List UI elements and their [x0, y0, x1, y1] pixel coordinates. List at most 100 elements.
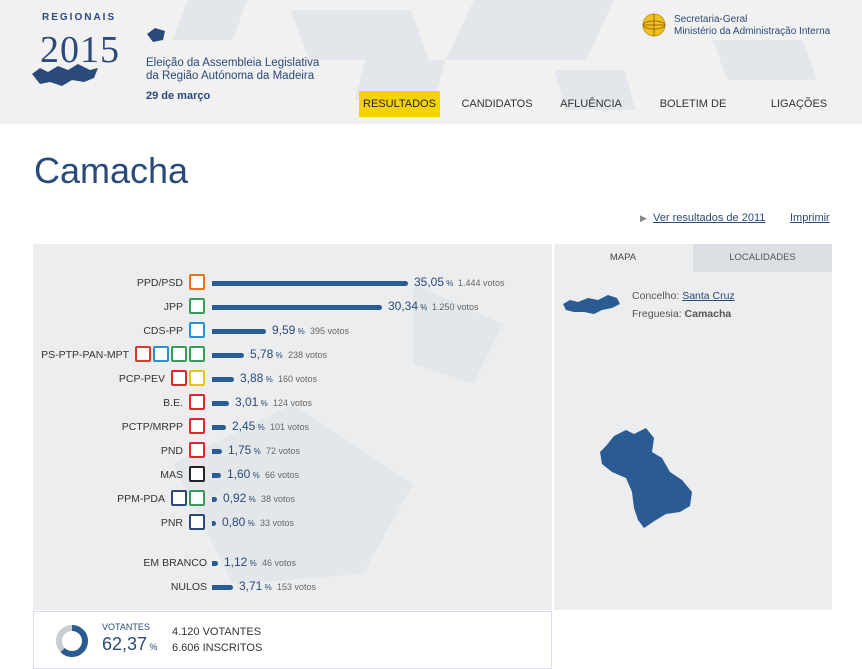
party-logo-icon: [153, 346, 169, 362]
turnout-donut-chart: [56, 625, 88, 657]
party-logos: [187, 466, 205, 484]
result-pct-value: 9,59: [272, 323, 296, 337]
header-decoration: [172, 0, 248, 40]
ministry-line2: Ministério da Administração Interna: [674, 26, 831, 37]
turnout-counts: 4.120 VOTANTES 6.606 INSCRITOS: [172, 624, 262, 656]
party-logos: [187, 394, 205, 412]
concelho-link[interactable]: Santa Cruz: [682, 290, 735, 302]
nav-resultados[interactable]: RESULTADOS: [359, 91, 440, 117]
result-bar: [212, 473, 221, 478]
result-pct-value: 3,71: [239, 579, 263, 593]
party-logos: [187, 442, 205, 460]
result-row: PPD/PSD 35,05 % 1.444 votos: [33, 274, 552, 294]
party-logo-icon: [189, 514, 205, 530]
turnout-pct-value: 62,37: [102, 634, 148, 654]
result-votes: 72 votos: [266, 446, 301, 456]
header-decoration: [446, 0, 614, 60]
party-logo-icon: [189, 322, 205, 338]
result-bar: [212, 561, 218, 566]
election-date: 29 de março: [146, 90, 211, 102]
results-2011-link-wrap: ▶ Ver resultados de 2011: [640, 212, 765, 224]
result-votes: 160 votos: [278, 374, 318, 384]
madeira-island-map-icon: [563, 295, 620, 314]
turnout-donut-arc: [56, 625, 88, 657]
result-bar: [212, 305, 382, 310]
party-logo-icon: [189, 298, 205, 314]
result-bar: [212, 449, 222, 454]
party-name: PPD/PSD: [136, 277, 183, 289]
result-votes: 38 votos: [261, 494, 296, 504]
imprimir-link[interactable]: Imprimir: [790, 212, 830, 224]
tab-localidades[interactable]: LOCALIDADES: [693, 244, 832, 272]
party-logo-icon: [189, 346, 205, 362]
result-row: PNR 0,80 % 33 votos: [33, 514, 552, 534]
party-logos: [169, 490, 205, 508]
party-name: PCTP/MRPP: [121, 421, 183, 433]
result-votes: 238 votos: [288, 350, 328, 360]
party-logos: [187, 418, 205, 436]
result-percentage: 5,78 %: [250, 347, 283, 361]
result-row: MAS 1,60 % 66 votos: [33, 466, 552, 486]
result-votes: 1.444 votos: [458, 278, 505, 288]
tab-mapa[interactable]: MAPA: [554, 244, 692, 272]
result-votes: 101 votos: [270, 422, 310, 432]
regionais-logo[interactable]: REGIONAIS 2015: [32, 10, 142, 90]
turnout-label: VOTANTES: [102, 622, 150, 632]
result-pct-value: 1,60: [227, 467, 251, 481]
result-percentage: 2,45 %: [232, 419, 265, 433]
result-votes: 1.250 votos: [432, 302, 479, 312]
ver-resultados-2011-link[interactable]: Ver resultados de 2011: [653, 212, 766, 224]
party-name: MAS: [160, 469, 183, 481]
nav-ligacoes[interactable]: LIGAÇÕES: [770, 98, 828, 110]
armillary-sphere-icon: [642, 13, 666, 37]
party-logo-icon: [171, 346, 187, 362]
result-row: PCTP/MRPP 2,45 % 101 votos: [33, 418, 552, 438]
logo-year-text: 2015: [40, 29, 120, 71]
result-row: PND 1,75 % 72 votos: [33, 442, 552, 462]
result-percentage: 9,59 %: [272, 323, 305, 337]
party-logos: [187, 274, 205, 292]
party-name: CDS-PP: [143, 325, 183, 337]
result-pct-value: 0,80: [222, 515, 246, 529]
nav-boletim-de-voto[interactable]: BOLETIM DE VOTO: [659, 98, 727, 110]
freguesia-label: Freguesia:: [632, 308, 682, 320]
party-logos: [187, 322, 205, 340]
camacha-parish-map[interactable]: [596, 424, 706, 534]
freguesia-info: Freguesia: Camacha: [632, 308, 731, 320]
result-pct-value: 2,45: [232, 419, 256, 433]
party-logo-icon: [189, 394, 205, 410]
result-votes: 33 votos: [260, 518, 295, 528]
party-logos: [133, 346, 205, 364]
votantes-count: 4.120 VOTANTES: [172, 626, 262, 638]
election-title-line1: Eleição da Assembleia Legislativa: [146, 57, 320, 69]
result-row: PPM-PDA 0,92 % 38 votos: [33, 490, 552, 510]
page-title: Camacha: [34, 150, 189, 191]
result-bar: [212, 401, 229, 406]
result-row: B.E. 3,01 % 124 votos: [33, 394, 552, 414]
result-row: JPP 30,34 % 1.250 votos: [33, 298, 552, 318]
result-percentage: 3,88 %: [240, 371, 273, 385]
result-votes: 46 votos: [262, 558, 297, 568]
party-name: PS-PTP-PAN-MPT: [41, 349, 129, 361]
logo-madeira-map-icon: [32, 64, 98, 86]
result-pct-value: 0,92: [223, 491, 247, 505]
result-percentage: 3,71 %: [239, 579, 272, 593]
concelho-info: Concelho: Santa Cruz: [632, 290, 735, 302]
party-name: JPP: [163, 301, 183, 313]
nav-candidatos[interactable]: CANDIDATOS: [461, 98, 533, 110]
party-logo-icon: [189, 418, 205, 434]
result-percentage: 35,05 %: [414, 275, 454, 289]
result-votes: 124 votos: [273, 398, 313, 408]
party-logos: [187, 514, 205, 532]
freguesia-value: Camacha: [684, 308, 732, 320]
party-name: PND: [160, 445, 183, 457]
turnout-percentage: 62,37 %: [102, 634, 158, 654]
party-logo-icon: [135, 346, 151, 362]
results-panel: PPD/PSD 35,05 % 1.444 votos JPP 30,34 % 1.250…: [33, 244, 552, 610]
result-bar: [212, 281, 408, 286]
ministry-line1: Secretaria-Geral: [674, 14, 748, 25]
result-votes: 66 votos: [265, 470, 300, 480]
nav-afluencia[interactable]: AFLUÊNCIA: [560, 98, 622, 110]
print-link-wrap: Imprimir: [790, 212, 830, 224]
site-header: REGIONAIS 2015 Eleição da Assembleia Leg…: [0, 0, 862, 124]
